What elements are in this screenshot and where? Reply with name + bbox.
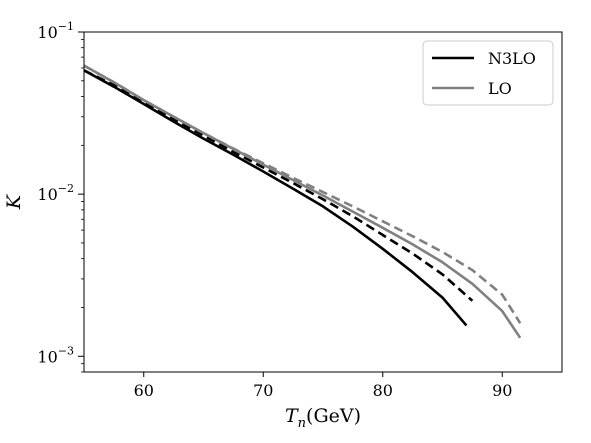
x-tick-label: 90 (492, 381, 512, 400)
x-tick-label: 70 (253, 381, 273, 400)
series-layer (83, 64, 522, 339)
series-line-3-dashed (83, 64, 522, 324)
legend-label-lo: LO (488, 79, 512, 98)
y-axis: 10−1 10−2 10−3 (37, 20, 84, 373)
series-line-1-dashed (83, 69, 474, 302)
legend-label-n3lo: N3LO (488, 49, 536, 68)
y-axis-label: K (3, 193, 25, 210)
x-axis-label: Tn(GeV) (285, 405, 361, 431)
legend: N3LO LO (422, 40, 554, 106)
x-axis: 60 70 80 90 (134, 372, 512, 400)
plot-frame (83, 31, 563, 373)
x-tick-label: 80 (373, 381, 393, 400)
series-line-n3lo (83, 69, 468, 327)
y-tick-label: 10−1 (37, 20, 74, 42)
y-tick-label: 10−3 (37, 344, 74, 366)
y-tick-label: 10−2 (37, 182, 74, 204)
x-tick-label: 60 (134, 381, 154, 400)
